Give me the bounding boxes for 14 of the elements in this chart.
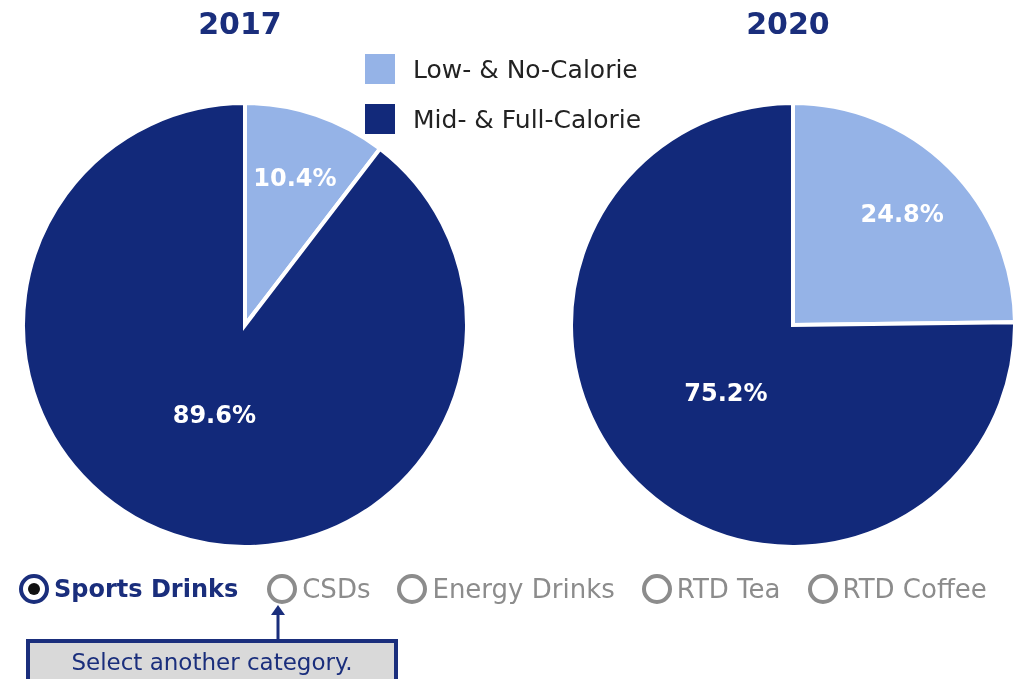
text: Select another category. <box>26 639 398 679</box>
legend-label: Low- & No-Calorie <box>413 54 638 84</box>
text: Energy Drinks <box>432 574 615 604</box>
data-label: 75.2% <box>684 378 768 407</box>
text: RTD Tea <box>676 574 781 604</box>
legend-label: Mid- & Full-Calorie <box>413 104 642 134</box>
data-label: 10.4% <box>253 163 337 192</box>
text: RTD Coffee <box>842 574 987 604</box>
data-label: 89.6% <box>172 401 256 430</box>
chart-title: 2017 <box>197 6 283 41</box>
data-label: 24.8% <box>860 200 944 229</box>
chart-title: 2020 <box>745 6 831 41</box>
text: Sports Drinks <box>54 575 239 603</box>
text: CSDs <box>302 574 371 604</box>
